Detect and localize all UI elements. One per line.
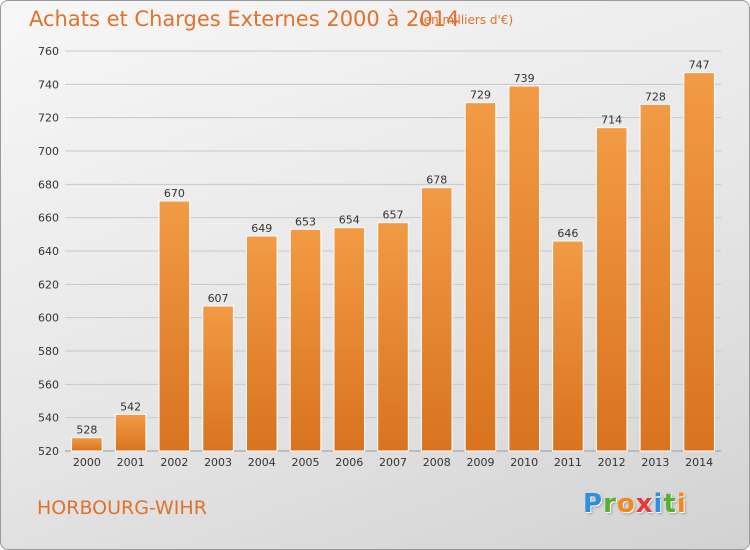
logo-letter: i	[653, 489, 664, 519]
bar-2007	[377, 222, 409, 452]
bar-value-label: 528	[76, 424, 97, 437]
x-tick-label: 2007	[379, 456, 407, 469]
y-tick-label: 600	[38, 312, 59, 325]
y-tick-label: 540	[38, 412, 59, 425]
bar-value-label: 649	[251, 222, 272, 235]
chart-subtitle: (en milliers d'€)	[419, 13, 514, 27]
x-tick-label: 2006	[335, 456, 363, 469]
bars	[71, 72, 715, 452]
logo-letter: P	[583, 489, 604, 519]
chart-title: Achats et Charges Externes 2000 à 2014	[29, 7, 460, 31]
x-tick-label: 2008	[423, 456, 451, 469]
bar-2014	[683, 72, 715, 452]
bar-value-label: 747	[689, 59, 710, 72]
x-tick-label: 2005	[292, 456, 320, 469]
x-tick-label: 2003	[204, 456, 232, 469]
x-tick-label: 2000	[73, 456, 101, 469]
x-tick-label: 2013	[641, 456, 669, 469]
x-tick-label: 2001	[117, 456, 145, 469]
x-tick-label: 2010	[510, 456, 538, 469]
bar-value-label: 678	[426, 174, 447, 187]
x-tick-label: 2009	[466, 456, 494, 469]
bar-2000	[71, 437, 103, 452]
x-tick-label: 2014	[685, 456, 713, 469]
bar-value-label: 657	[383, 209, 404, 222]
bar-2010	[508, 85, 541, 452]
bar-2002	[158, 200, 191, 452]
x-tick-label: 2004	[248, 456, 276, 469]
bar-value-label: 714	[601, 114, 622, 127]
y-tick-label: 640	[38, 245, 59, 258]
y-tick-label: 660	[38, 212, 59, 225]
bar-2008	[420, 187, 453, 452]
y-tick-label: 680	[38, 178, 59, 191]
bar-2004	[245, 235, 278, 452]
logo-letter: o	[616, 489, 636, 519]
x-tick-label: 2012	[598, 456, 626, 469]
bar-2009	[464, 102, 497, 452]
location-label: HORBOURG-WIHR	[37, 497, 207, 519]
bar-value-label: 670	[164, 187, 185, 200]
bar-value-label: 654	[339, 214, 360, 227]
y-tick-label: 760	[38, 45, 59, 58]
bar-2006	[333, 227, 366, 452]
y-tick-label: 700	[38, 145, 59, 158]
y-tick-label: 720	[38, 112, 59, 125]
bar-value-label: 739	[514, 72, 535, 85]
x-axis-ticks: 2000 2001 2002 2003 2004 2005 2006 2007 2008 2009…	[73, 456, 713, 469]
y-tick-label: 560	[38, 378, 59, 391]
bar-value-label: 646	[557, 227, 578, 240]
x-tick-label: 2011	[554, 456, 582, 469]
bar-2003	[202, 305, 234, 452]
y-tick-label: 580	[38, 345, 59, 358]
y-axis-ticks: 520 540 560 580 600 620 640 660 680 700 720 740 760	[38, 45, 59, 458]
bar-2013	[639, 103, 672, 452]
y-tick-label: 620	[38, 278, 59, 291]
bar-2005	[289, 228, 322, 452]
bar-2001	[114, 413, 147, 452]
y-tick-label: 520	[38, 445, 59, 458]
x-tick-label: 2002	[160, 456, 188, 469]
bar-2012	[595, 127, 628, 452]
bar-value-label: 542	[120, 400, 141, 413]
bar-value-label: 729	[470, 89, 491, 102]
bar-2011	[552, 240, 584, 452]
logo-letter: x	[635, 489, 654, 519]
logo-letter: i	[676, 489, 687, 519]
y-tick-label: 740	[38, 78, 59, 91]
logo-letter: r	[603, 489, 617, 519]
bar-value-label: 607	[208, 292, 229, 305]
proxiti-logo: Proxiti	[583, 489, 687, 519]
bar-value-label: 728	[645, 90, 666, 103]
value-labels: 528 542 670 607 649 653 654 657 678 729 739 646 714 7…	[76, 59, 709, 437]
logo-letter: t	[663, 489, 677, 519]
bar-value-label: 653	[295, 215, 316, 228]
